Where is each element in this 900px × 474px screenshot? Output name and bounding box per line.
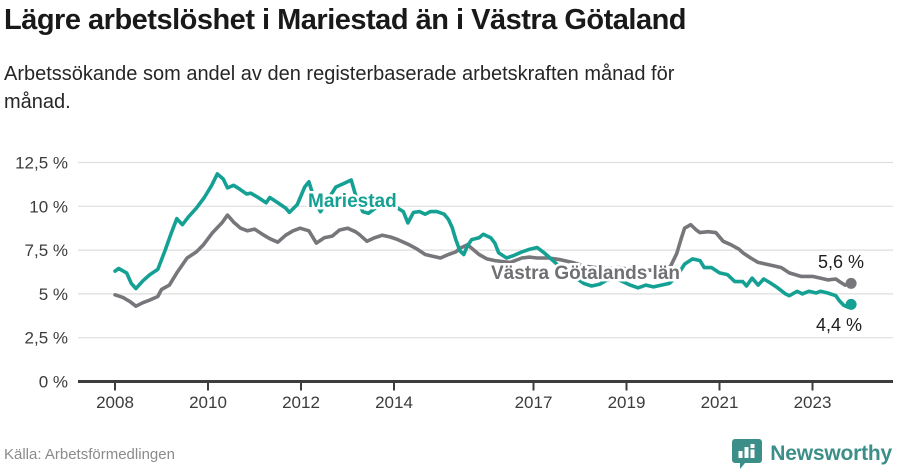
y-tick-label: 7,5 % bbox=[25, 241, 68, 260]
x-tick-label: 2008 bbox=[96, 393, 134, 412]
x-tick-label: 2010 bbox=[189, 393, 227, 412]
x-tick-label: 2019 bbox=[608, 393, 646, 412]
mariestad-end-dot bbox=[845, 298, 857, 310]
vastra-gotaland-series-label: Västra Götalands län bbox=[491, 263, 680, 284]
series-layer bbox=[113, 172, 857, 310]
subtitle-line-2: månad. bbox=[4, 91, 71, 113]
vastra-gotaland-end-value: 5,6 % bbox=[818, 252, 864, 272]
mariestad-line bbox=[113, 172, 853, 309]
x-tick-label: 2014 bbox=[375, 393, 413, 412]
newsworthy-logo-text: Newsworthy bbox=[770, 442, 892, 465]
x-tick-label: 2017 bbox=[515, 393, 553, 412]
mariestad-series-label: Mariestad bbox=[308, 191, 397, 212]
source-credit: Källa: Arbetsförmedlingen bbox=[4, 446, 175, 463]
y-tick-label: 12,5 % bbox=[15, 154, 68, 173]
y-tick-label: 2,5 % bbox=[25, 329, 68, 348]
page-title: Lägre arbetslöshet i Mariestad än i Väst… bbox=[4, 4, 687, 36]
label-layer: Mariestad Västra Götalands län 5,6 % 4,4… bbox=[306, 189, 865, 336]
grid-layer bbox=[78, 161, 893, 339]
y-tick-label: 0 % bbox=[39, 373, 68, 392]
subtitle-line-1: Arbetssökande som andel av den registerb… bbox=[4, 63, 675, 85]
page-subtitle: Arbetssökande som andel av den registerb… bbox=[4, 60, 844, 116]
x-tick-label: 2023 bbox=[794, 393, 832, 412]
vastra-gotaland-line bbox=[113, 213, 853, 309]
y-tick-label: 10 % bbox=[29, 197, 68, 216]
vastra-gotaland-end-dot bbox=[845, 277, 857, 289]
x-tick-label: 2021 bbox=[701, 393, 739, 412]
newsworthy-logo-icon bbox=[732, 439, 763, 469]
axis-layer: 0 % 2,5 % 5 % 7,5 % 10 % 12,5 % 2008 2010 2012 20… bbox=[15, 154, 893, 412]
newsworthy-logo[interactable]: Newsworthy bbox=[732, 438, 892, 470]
mariestad-end-value: 4,4 % bbox=[816, 315, 862, 335]
x-tick-label: 2012 bbox=[282, 393, 320, 412]
y-tick-label: 5 % bbox=[39, 285, 68, 304]
